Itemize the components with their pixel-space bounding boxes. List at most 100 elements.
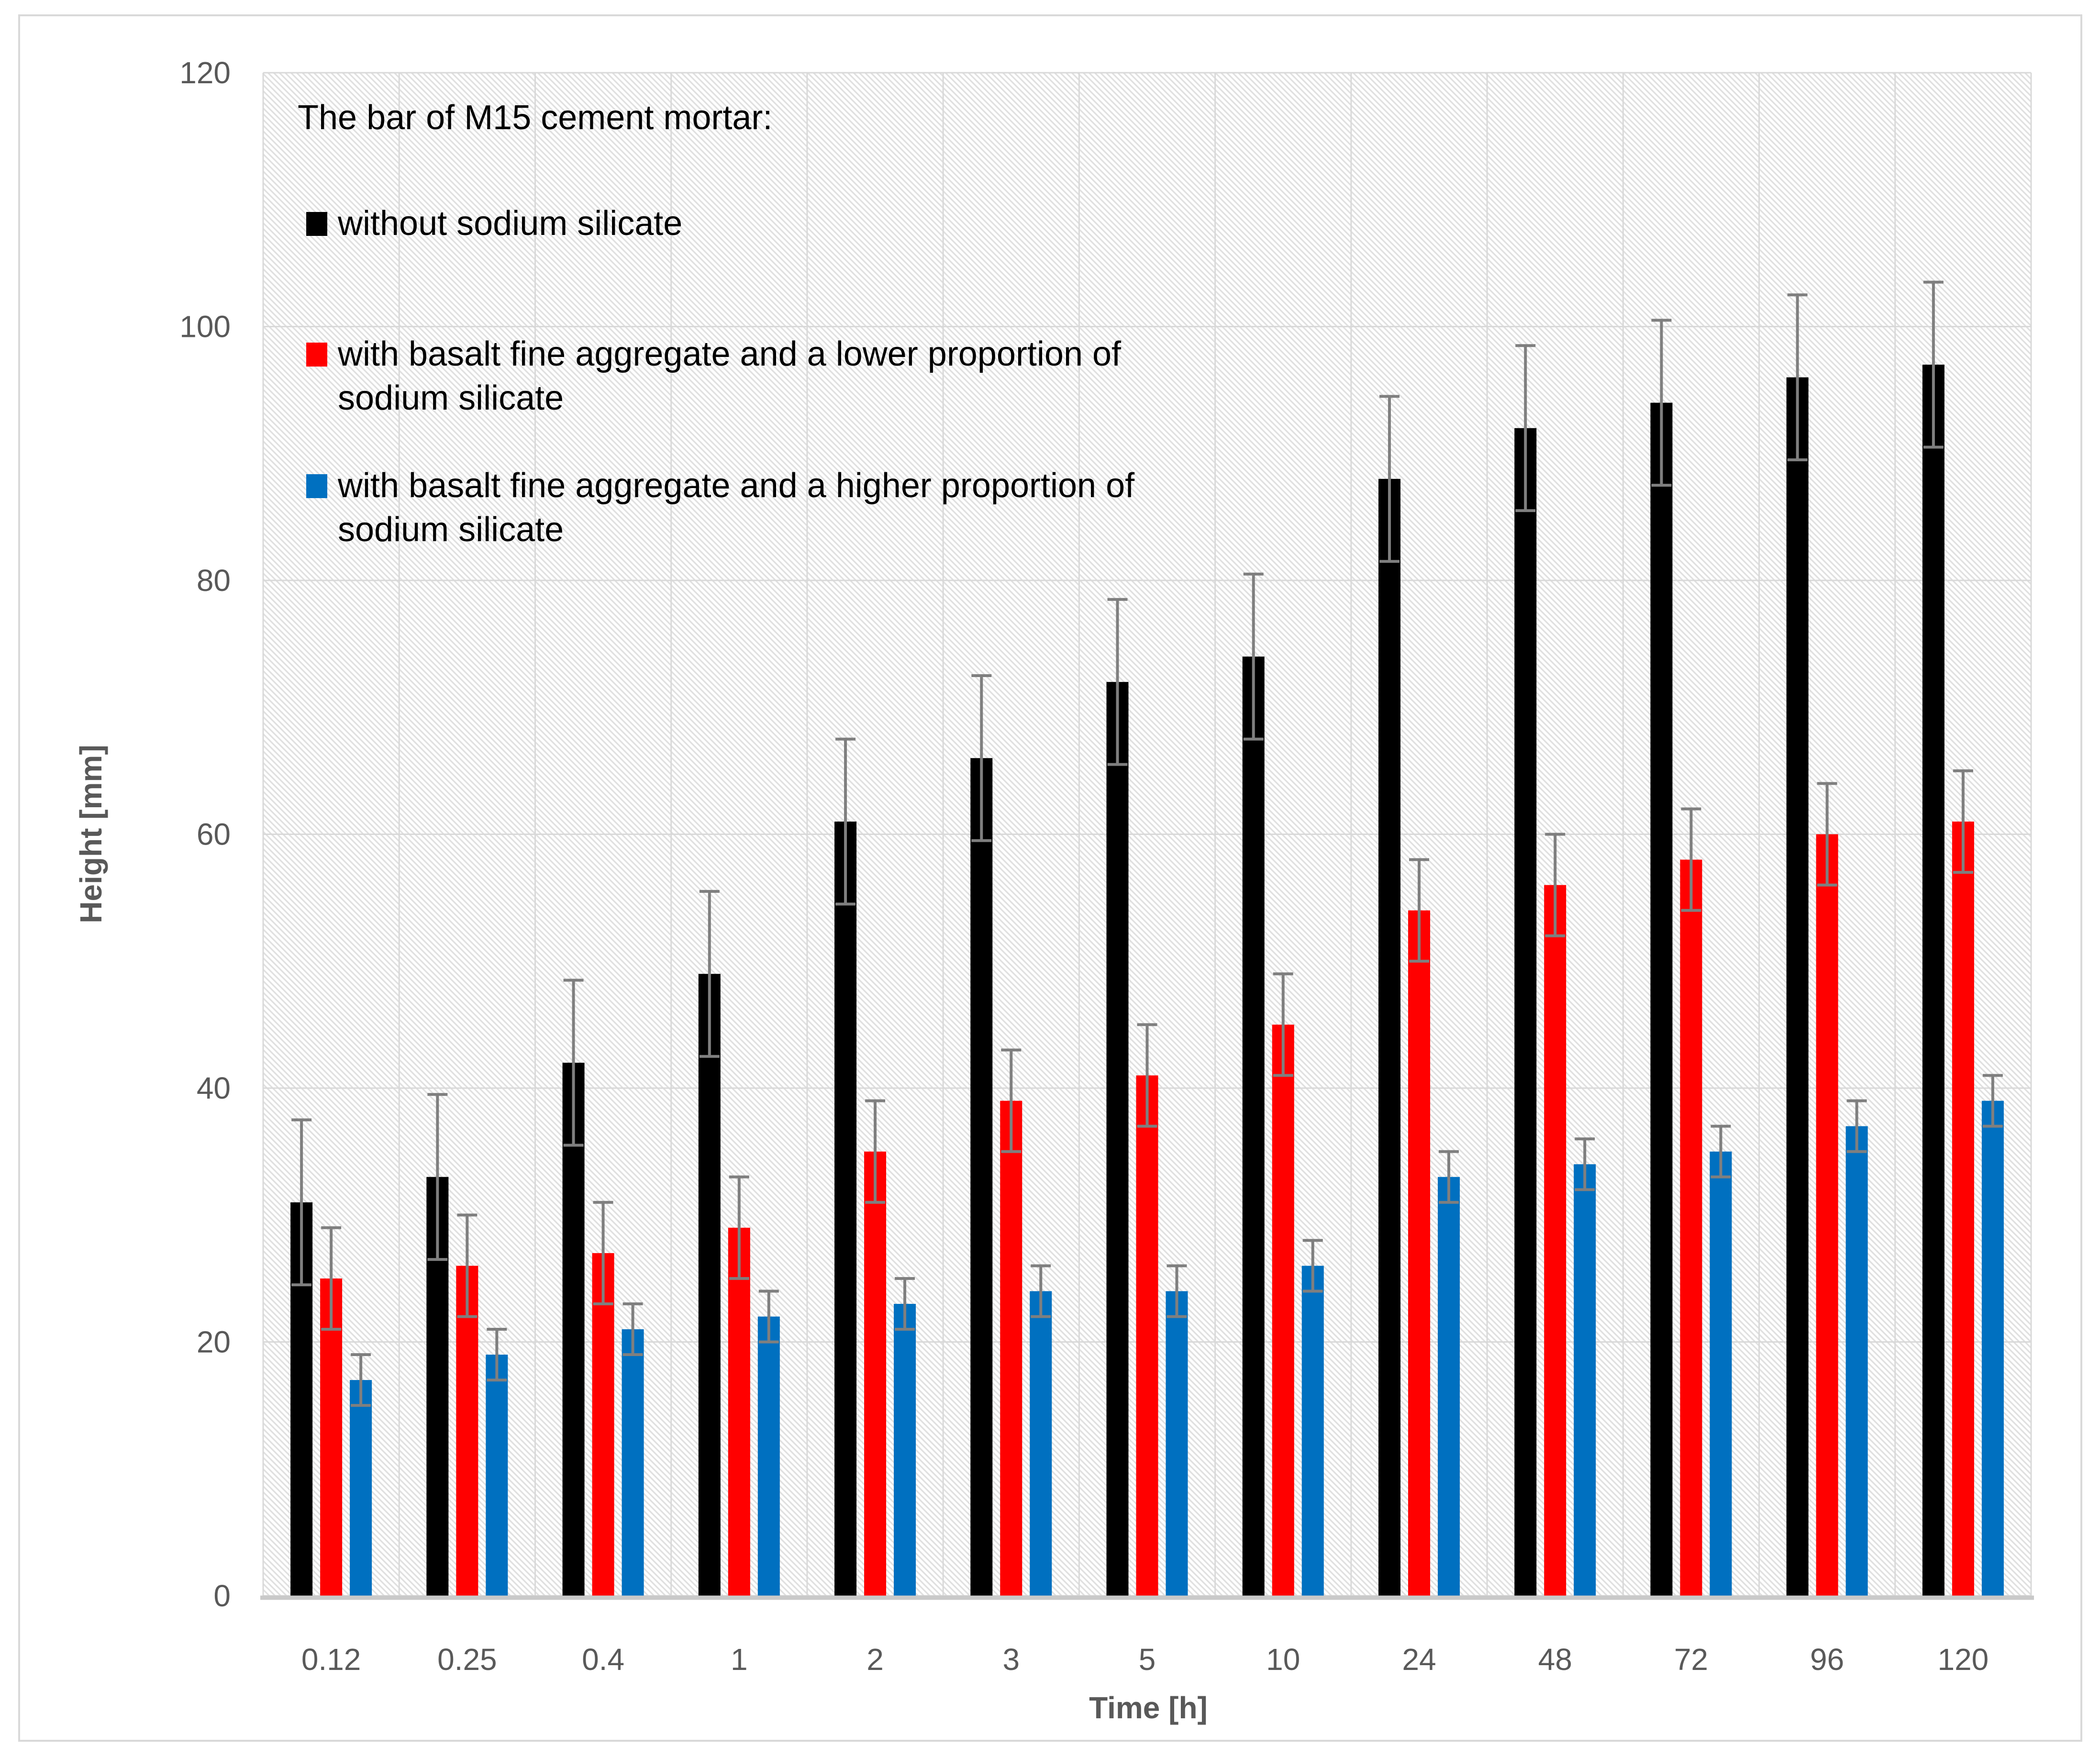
errorbar-s2-48 <box>1575 1137 1595 1191</box>
legend-marker-red <box>306 343 327 367</box>
bar-s0-1 <box>698 974 721 1596</box>
bar-s2-10 <box>1301 1266 1324 1596</box>
y-tick-label-120: 120 <box>179 56 231 90</box>
bar-s2-0.25 <box>486 1355 508 1596</box>
bar-s1-0.12 <box>320 1278 343 1596</box>
errorbar-s1-48 <box>1545 833 1566 937</box>
bar-s1-48 <box>1544 885 1567 1596</box>
errorbar-s2-96 <box>1846 1099 1867 1153</box>
legend-label: with basalt fine aggregate and a lower p… <box>338 335 1122 417</box>
tick-labels: 0 20 40 60 80 100 120 0.12 0.25 0.4 1 2 3 5 10 24 48 72 96… <box>179 56 1989 1677</box>
x-tick-label-5: 5 <box>1139 1642 1156 1677</box>
errorbar-s0-3 <box>971 674 992 842</box>
errorbar-s0-10 <box>1243 572 1264 741</box>
legend-item-higher-proportion: with basalt fine aggregate and a higher … <box>306 464 1142 552</box>
errorbar-s0-2 <box>835 737 856 906</box>
bar-s0-3 <box>970 758 993 1596</box>
x-tick-label-0.25: 0.25 <box>437 1642 497 1677</box>
errorbar-s2-1 <box>758 1290 779 1344</box>
x-tick-label-10: 10 <box>1266 1642 1300 1677</box>
errorbar-s1-1 <box>729 1175 749 1280</box>
bar-s0-24 <box>1378 478 1400 1596</box>
y-tick-label-60: 60 <box>197 817 231 852</box>
bar-s2-5 <box>1166 1291 1188 1596</box>
bar-s1-1 <box>728 1227 750 1596</box>
figure-border <box>18 14 2082 1742</box>
errorbar-s1-0.25 <box>457 1213 478 1318</box>
errorbar-s0-24 <box>1379 395 1400 563</box>
bar-s2-96 <box>1845 1126 1868 1596</box>
y-tick-label-20: 20 <box>197 1325 231 1359</box>
legend-marker-black <box>306 212 327 236</box>
bar-s1-2 <box>864 1151 887 1596</box>
errorbar-s2-0.12 <box>351 1353 371 1407</box>
errorbar-s2-120 <box>1982 1074 2003 1128</box>
bar-s2-24 <box>1437 1177 1460 1596</box>
bar-s2-0.4 <box>622 1329 644 1596</box>
errorbar-s0-0.25 <box>427 1093 448 1261</box>
gridlines <box>262 72 2032 1597</box>
bar-s1-3 <box>1000 1101 1022 1596</box>
y-tick-label-100: 100 <box>179 310 231 344</box>
bar-s1-96 <box>1816 834 1838 1596</box>
errorbar-s1-10 <box>1273 972 1293 1077</box>
errorbar-s0-96 <box>1787 293 1808 462</box>
bar-s0-120 <box>1922 365 1944 1596</box>
errorbar-s2-2 <box>895 1277 915 1331</box>
bar-s0-5 <box>1106 682 1129 1596</box>
errorbar-s0-120 <box>1923 280 1944 449</box>
bar-s2-2 <box>894 1303 916 1596</box>
bar-s1-72 <box>1680 859 1702 1596</box>
x-tick-label-24: 24 <box>1402 1642 1436 1677</box>
chart-title: The bar of M15 cement mortar: <box>298 99 773 137</box>
x-tick-label-72: 72 <box>1674 1642 1708 1677</box>
errorbar-s1-72 <box>1681 807 1701 912</box>
x-tick-label-3: 3 <box>1002 1642 1020 1677</box>
x-tick-label-120: 120 <box>1937 1642 1989 1677</box>
legend-label: with basalt fine aggregate and a higher … <box>338 467 1135 549</box>
errorbar-s0-5 <box>1107 598 1128 766</box>
bar-s2-48 <box>1574 1164 1596 1596</box>
bar-s0-72 <box>1650 402 1673 1596</box>
legend-label: without sodium silicate <box>338 204 683 243</box>
bar-s1-0.4 <box>592 1253 614 1596</box>
x-tick-label-48: 48 <box>1538 1642 1572 1677</box>
x-axis-title: Time [h] <box>1089 1691 1208 1725</box>
errorbar-s2-0.4 <box>622 1302 643 1357</box>
legend-marker-blue <box>306 474 327 498</box>
errorbar-s1-0.12 <box>321 1226 342 1331</box>
y-tick-label-80: 80 <box>197 563 231 598</box>
bar-s2-1 <box>757 1316 780 1596</box>
errorbar-s1-5 <box>1137 1023 1157 1128</box>
bar-s1-0.25 <box>456 1266 478 1596</box>
bars <box>290 365 2004 1596</box>
errorbar-s1-24 <box>1409 858 1429 963</box>
error-bars <box>291 280 2003 1407</box>
errorbar-s1-120 <box>1953 769 1973 874</box>
errorbar-s1-3 <box>1001 1048 1022 1153</box>
errorbar-s0-72 <box>1651 319 1672 487</box>
bar-s0-0.4 <box>562 1062 585 1596</box>
bar-s1-5 <box>1136 1075 1158 1596</box>
bar-s1-10 <box>1272 1024 1294 1596</box>
errorbar-s2-5 <box>1167 1264 1187 1318</box>
bar-s1-24 <box>1408 910 1430 1596</box>
errorbar-s0-0.4 <box>563 979 584 1147</box>
bar-s2-3 <box>1030 1291 1052 1596</box>
errorbar-s2-10 <box>1302 1239 1323 1293</box>
errorbar-s0-0.12 <box>291 1118 312 1287</box>
errorbar-s2-72 <box>1711 1124 1731 1179</box>
y-tick-label-0: 0 <box>213 1579 231 1613</box>
errorbar-s2-3 <box>1031 1264 1051 1318</box>
x-tick-label-96: 96 <box>1810 1642 1844 1677</box>
bar-s2-120 <box>1981 1101 2004 1596</box>
bar-s0-2 <box>834 821 857 1596</box>
y-axis-title: Height [mm] <box>74 745 108 924</box>
y-tick-label-40: 40 <box>197 1071 231 1105</box>
errorbar-s2-24 <box>1438 1150 1459 1204</box>
legend-item-lower-proportion: with basalt fine aggregate and a lower p… <box>306 332 1142 420</box>
x-tick-label-0.12: 0.12 <box>301 1642 361 1677</box>
errorbar-s1-2 <box>865 1099 886 1204</box>
